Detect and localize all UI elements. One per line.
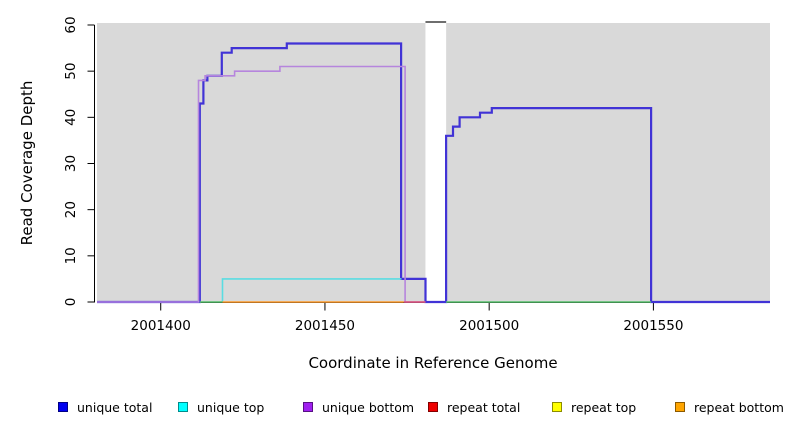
y-tick-label: 30: [63, 155, 79, 172]
legend-item-repeat-total: repeat total: [428, 396, 520, 418]
legend-swatch-repeat-bottom: [675, 402, 685, 412]
series-line-unique-bottom: [97, 65, 426, 303]
legend-swatch-unique-bottom: [303, 402, 313, 412]
legend-label: repeat total: [447, 399, 521, 415]
legend-label: repeat bottom: [694, 399, 784, 415]
chart-canvas: 0 10 20 30 40 50 60 2001400 2001450 2001500 200155…: [63, 16, 770, 334]
legend-swatch-repeat-top: [552, 402, 562, 412]
y-tick-label: 20: [63, 201, 79, 218]
x-tick-label: 2001550: [623, 318, 683, 334]
legend-label: unique top: [197, 399, 265, 415]
legend-item-unique-bottom: unique bottom: [303, 396, 414, 418]
y-tick-label: 40: [63, 109, 79, 126]
x-axis-title: Coordinate in Reference Genome: [308, 354, 558, 372]
legend-label: unique bottom: [322, 399, 415, 415]
legend: unique total unique top unique bottom repea…: [0, 396, 792, 422]
y-tick-label: 0: [63, 298, 79, 307]
legend-label: repeat top: [571, 399, 637, 415]
legend-swatch-unique-top: [178, 402, 188, 412]
legend-item-unique-top: unique top: [178, 396, 264, 418]
no-data-gap-band: [425, 21, 447, 303]
y-tick-label: 10: [63, 247, 79, 264]
x-tick-label: 2001500: [459, 318, 519, 334]
y-axis-title: Read Coverage Depth: [18, 80, 36, 246]
legend-swatch-repeat-total: [428, 402, 438, 412]
y-tick-label: 50: [63, 63, 79, 80]
series-line-unique-total: [97, 42, 770, 304]
legend-item-repeat-bottom: repeat bottom: [675, 396, 784, 418]
series-line-unique-top: [221, 278, 402, 302]
legend-item-repeat-top: repeat top: [552, 396, 636, 418]
legend-swatch-unique-total: [58, 402, 68, 412]
legend-label: unique total: [77, 399, 153, 415]
y-tick-label: 60: [63, 16, 79, 33]
legend-item-unique-total: unique total: [58, 396, 152, 418]
x-tick-label: 2001400: [131, 318, 191, 334]
x-tick-label: 2001450: [295, 318, 355, 334]
